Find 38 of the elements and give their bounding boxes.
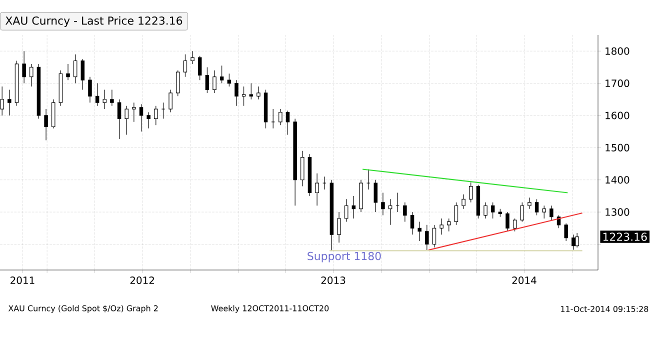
- candlestick: [66, 64, 70, 80]
- x-tick-label: 2012: [130, 276, 154, 284]
- candlestick: [234, 80, 238, 106]
- x-tick-label: 2013: [321, 276, 346, 284]
- candlestick: [88, 76, 92, 103]
- candlestick: [506, 212, 510, 232]
- candlestick: [110, 89, 114, 106]
- candlestick: [22, 50, 26, 84]
- y-tick-label: 1700: [606, 80, 630, 88]
- x-tick-label: 2011: [10, 276, 34, 284]
- y-tick-label: 1800: [606, 47, 630, 55]
- annotation: Support 1180: [308, 252, 381, 262]
- candlestick: [190, 50, 194, 64]
- candlestick: [315, 173, 319, 206]
- candlestick: [212, 70, 216, 94]
- candlestick: [337, 212, 341, 243]
- x-tick-label: 2014: [512, 276, 536, 284]
- candlestick: [462, 194, 466, 210]
- annotation: 1223.16: [603, 232, 647, 241]
- candlestick: [278, 108, 282, 126]
- candlestick: [403, 202, 407, 222]
- y-tick-label: 1300: [606, 208, 630, 216]
- y-tick-label: 1600: [606, 112, 630, 120]
- candlestick: [528, 197, 532, 210]
- candlestick: [440, 218, 444, 235]
- candlestick: [359, 180, 363, 212]
- candlestick: [484, 202, 488, 219]
- candlestick: [8, 89, 12, 116]
- text: XAU Curncy - Last Price 1223.16: [6, 16, 182, 27]
- candlestick: [132, 102, 136, 122]
- y-tick-label: 1500: [606, 144, 630, 152]
- y-tick-label: 1400: [606, 176, 630, 184]
- candlestick: [425, 224, 429, 250]
- candlestick: [550, 205, 554, 220]
- candlestick: [44, 108, 48, 141]
- candlestick: [168, 89, 172, 113]
- candlestick: [381, 192, 385, 216]
- candlestick: [256, 86, 260, 100]
